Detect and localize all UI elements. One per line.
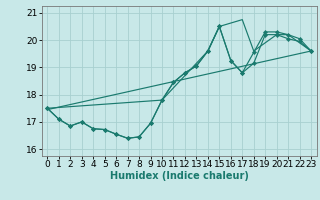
X-axis label: Humidex (Indice chaleur): Humidex (Indice chaleur) — [110, 171, 249, 181]
